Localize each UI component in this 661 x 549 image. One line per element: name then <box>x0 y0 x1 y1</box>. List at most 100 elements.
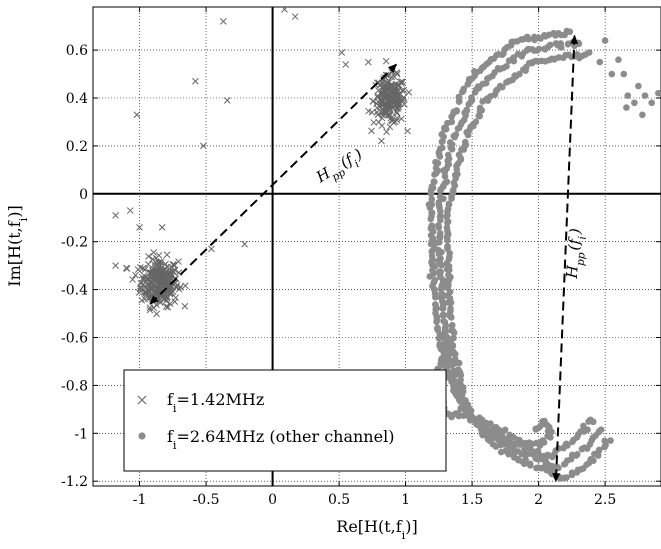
y-tick-label: -1.2 <box>61 474 88 490</box>
data-point-dot <box>447 314 455 321</box>
data-point-dot <box>457 376 464 384</box>
data-point-x <box>134 266 142 273</box>
data-point-dot <box>615 56 622 63</box>
data-point-dot <box>547 434 554 441</box>
data-point-dot <box>589 418 597 426</box>
data-point-dot <box>596 58 604 66</box>
data-point-dot <box>620 70 628 78</box>
data-point-dot <box>444 219 451 227</box>
data-point-dot <box>505 57 513 64</box>
y-tick-label: 0.6 <box>66 43 88 59</box>
data-point-dot <box>635 82 642 90</box>
data-point-dot <box>447 144 455 152</box>
data-point-dot <box>532 426 540 433</box>
data-point-dot <box>552 40 560 47</box>
axis-ticks <box>93 7 661 486</box>
x-axis-title: Re[H(t,fi)] <box>336 517 417 542</box>
data-point-x <box>141 295 149 303</box>
data-point-dot <box>521 460 528 468</box>
data-point-dot <box>540 439 548 446</box>
data-point-dot <box>479 431 487 439</box>
legend-marker-dot <box>138 432 146 440</box>
data-point-dot <box>433 318 440 326</box>
data-point-dot <box>443 265 451 273</box>
data-point-dot <box>438 261 445 269</box>
data-point-x <box>136 285 144 293</box>
data-point-dot <box>428 195 436 203</box>
data-point-x <box>132 271 139 279</box>
data-point-dot <box>432 293 439 301</box>
data-point-x <box>164 303 172 311</box>
data-point-dot <box>623 104 630 111</box>
data-point-dot <box>429 184 437 192</box>
data-point-x <box>404 127 411 135</box>
y-tick-label: 0.4 <box>66 91 88 107</box>
data-point-x <box>281 6 288 13</box>
data-point-dot <box>608 70 616 78</box>
x-tick-label: -1 <box>133 492 147 508</box>
data-point-dot <box>450 329 458 337</box>
data-point-x <box>396 91 403 99</box>
data-point-dot <box>639 111 646 119</box>
data-point-dot <box>590 457 597 464</box>
data-point-x <box>112 262 119 270</box>
data-point-dot <box>464 81 472 88</box>
data-point-x <box>133 111 141 119</box>
data-point-dot <box>465 100 473 108</box>
data-point-dot <box>648 99 655 107</box>
data-point-x <box>220 18 227 25</box>
series-2-markers <box>425 27 661 482</box>
data-point-x <box>338 49 346 56</box>
data-point-dot <box>455 412 463 420</box>
arrow-vertical <box>552 34 579 483</box>
data-point-x <box>150 304 158 312</box>
data-point-dot <box>526 460 534 468</box>
legend-marker-x <box>137 395 147 405</box>
data-point-dot <box>427 190 435 198</box>
data-point-dot <box>479 98 486 105</box>
data-point-dot <box>448 378 455 385</box>
data-point-dot <box>476 112 484 120</box>
y-axis-title: Im[H(t,fi)] <box>5 205 30 286</box>
data-point-dot <box>430 235 437 243</box>
data-point-dot <box>531 36 538 44</box>
data-point-x <box>146 306 154 314</box>
data-point-dot <box>573 451 581 458</box>
data-point-dot <box>448 113 455 121</box>
tick-labels: -1 -0.5 0 0.5 1 1.5 2 2.5 0.6 0.4 0.2 0 -0.2 -0.4 -0.6… <box>61 43 616 508</box>
data-point-x <box>398 80 405 87</box>
data-point-dot <box>580 422 587 430</box>
data-point-dot <box>436 153 444 160</box>
data-point-dot <box>631 99 638 107</box>
data-point-dot <box>564 40 572 48</box>
data-point-dot <box>451 350 459 358</box>
data-point-x <box>137 283 145 291</box>
data-point-dot <box>497 441 505 449</box>
data-point-dot <box>484 97 492 104</box>
data-point-dot <box>503 79 510 86</box>
data-point-dot <box>575 39 582 47</box>
data-point-dot <box>439 311 446 319</box>
data-point-dot <box>487 420 494 427</box>
data-point-dot <box>436 238 443 246</box>
data-point-dot <box>444 151 452 159</box>
data-point-dot <box>437 187 444 195</box>
legend: fi=1.42MHz fi=2.64MHz (other channel) <box>123 369 447 472</box>
data-point-dot <box>501 426 509 434</box>
data-point-dot <box>601 37 609 44</box>
data-point-dot <box>464 131 472 139</box>
data-point-x <box>126 207 134 214</box>
data-point-x <box>398 115 405 123</box>
data-point-dot <box>444 236 451 244</box>
data-point-x <box>139 264 147 272</box>
data-point-dot <box>471 67 478 75</box>
data-point-dot <box>541 45 548 53</box>
data-point-dot <box>431 171 438 178</box>
x-tick-label: 1 <box>401 492 410 508</box>
x-tick-label: 0.5 <box>328 492 350 508</box>
data-point-x <box>405 89 413 96</box>
data-point-x <box>153 310 160 318</box>
data-point-dot <box>427 240 435 248</box>
y-tick-label: -1 <box>74 426 88 442</box>
